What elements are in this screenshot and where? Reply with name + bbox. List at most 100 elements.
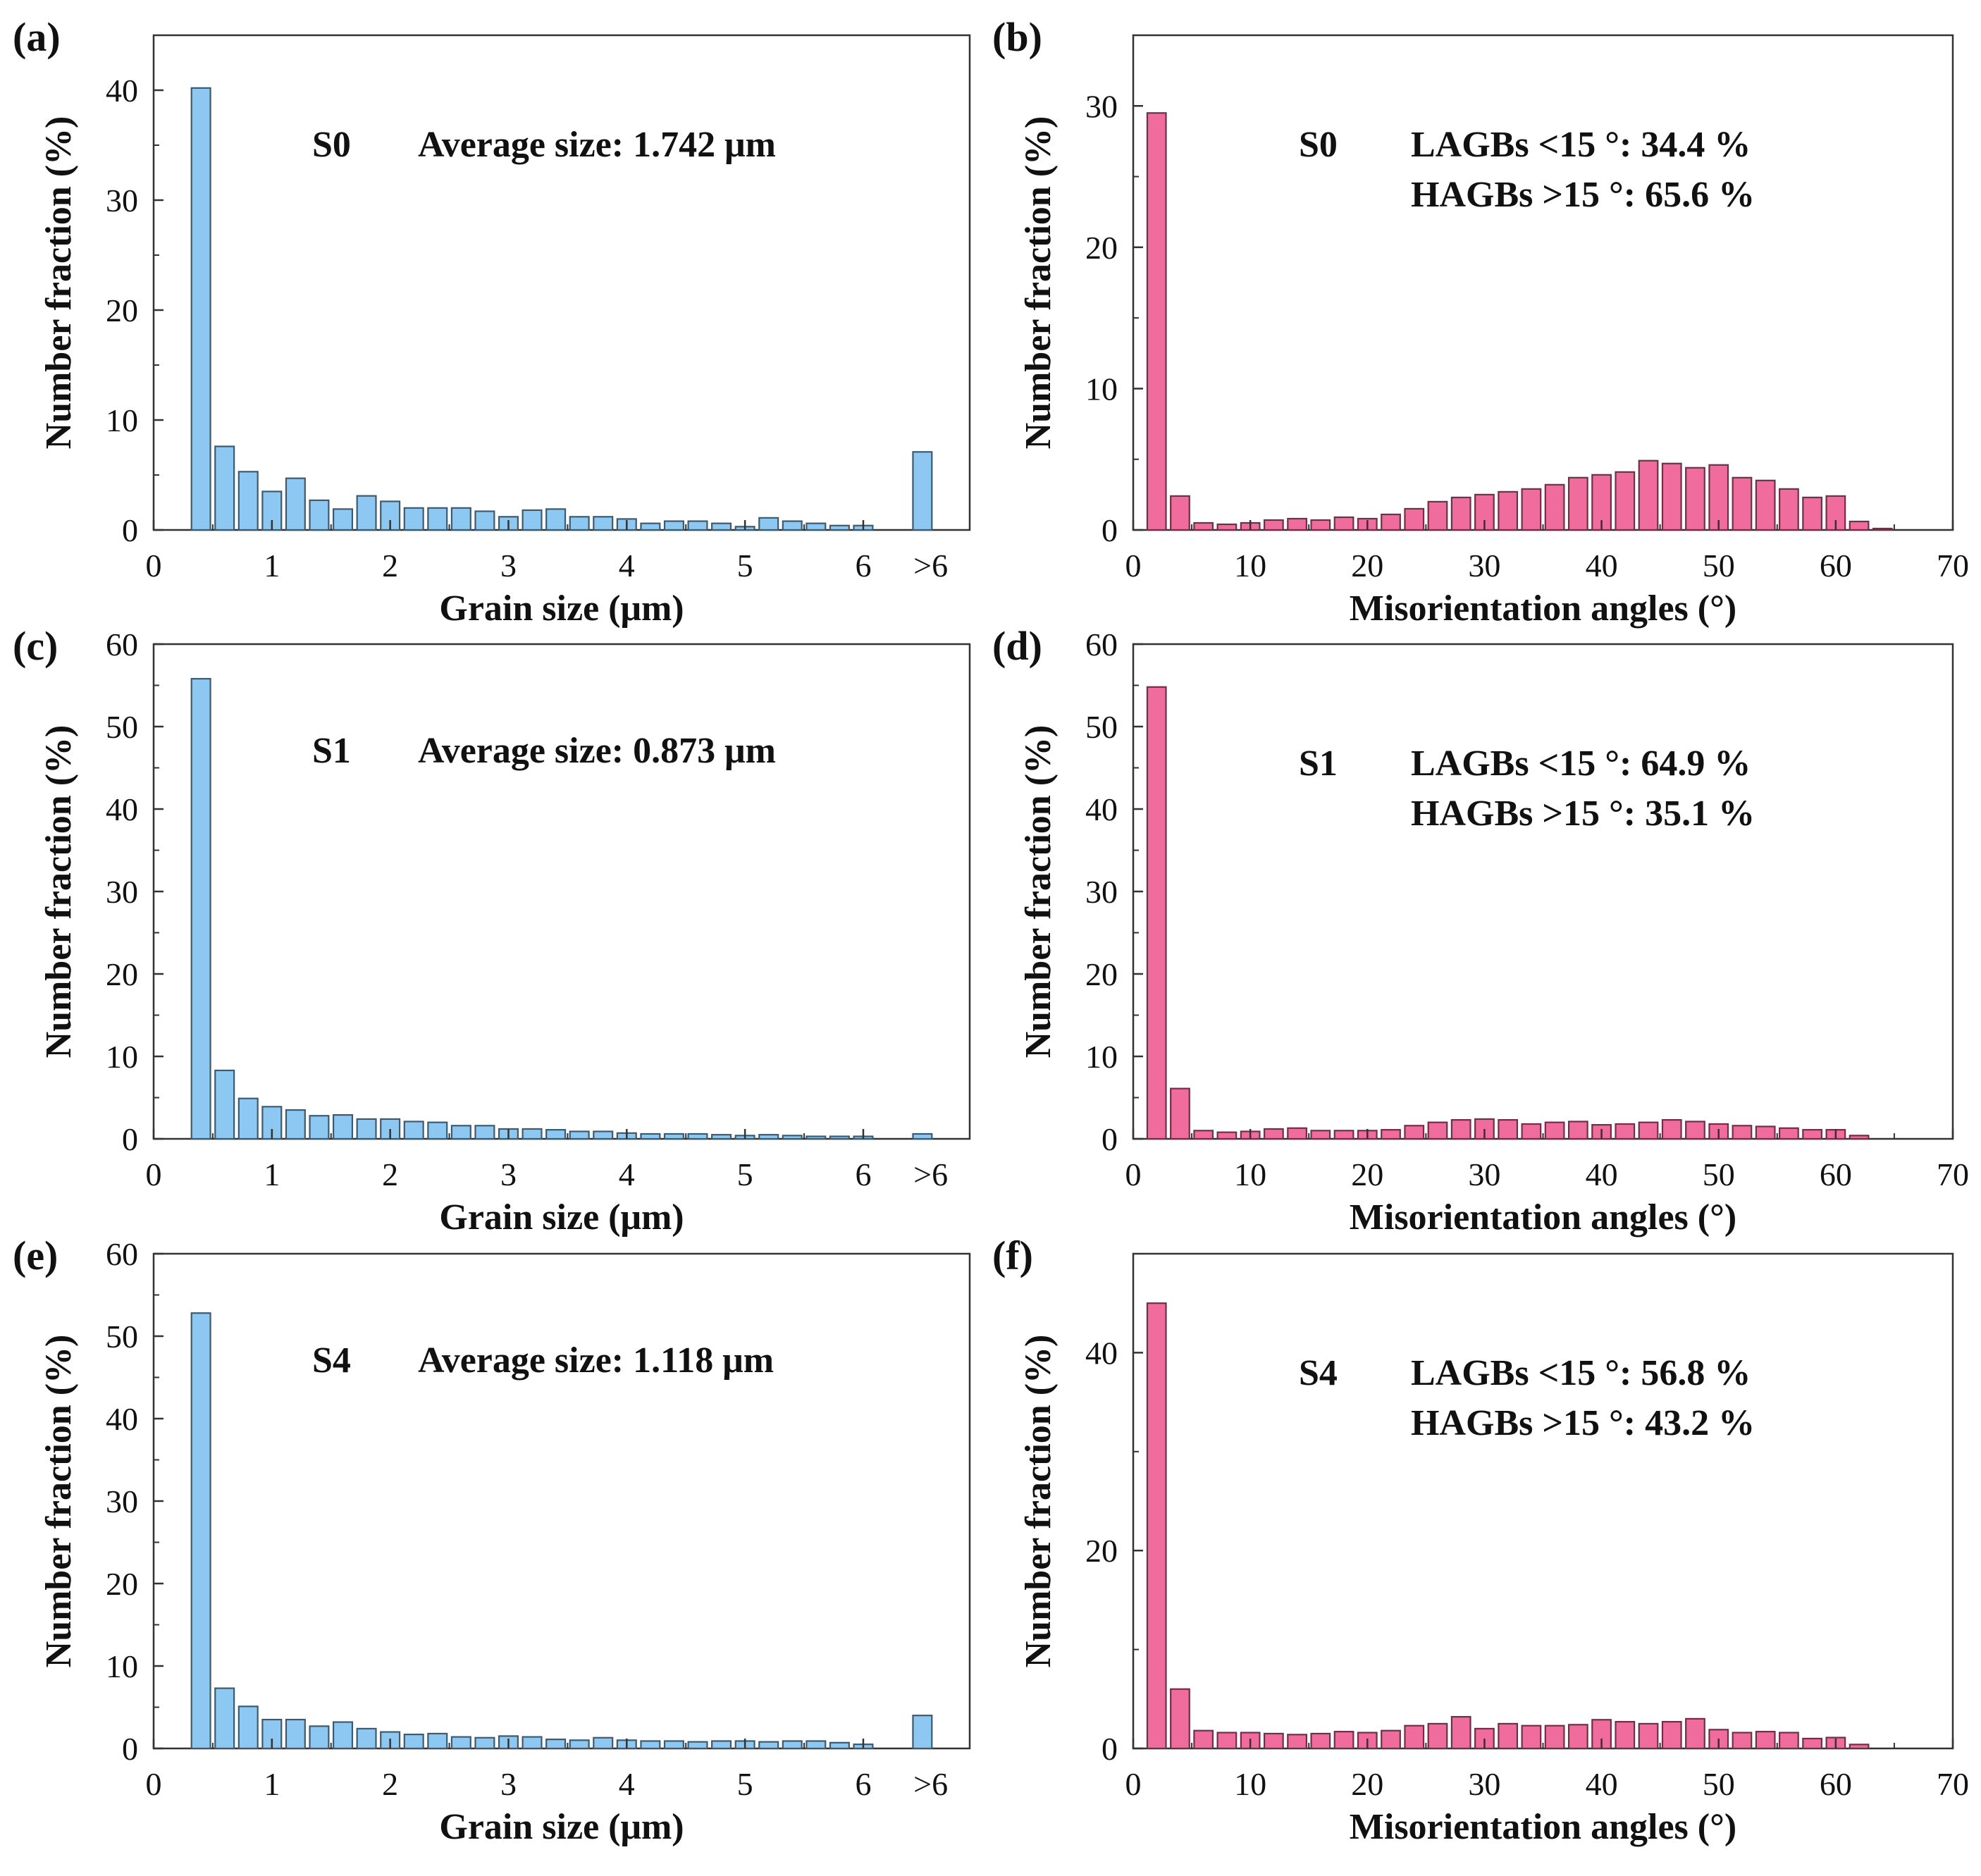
bar <box>1450 496 1471 531</box>
bar <box>1802 1737 1823 1750</box>
chart-panel-b: 0 10 20 30 0 10 20 30 40 50 60 70 Misorientation ang… <box>992 14 1969 629</box>
bar <box>1498 490 1519 531</box>
x-tick-label: 40 <box>1586 548 1618 584</box>
y-axis-title: Number fraction (%) <box>1018 116 1059 450</box>
x-tick-label: 40 <box>1586 1766 1618 1802</box>
bar <box>237 1097 259 1140</box>
bar <box>237 1705 259 1750</box>
bar <box>711 522 732 531</box>
x-tick-label: 0 <box>146 1156 162 1192</box>
x-tick-label: >6 <box>913 1156 948 1192</box>
bar <box>1381 1129 1401 1140</box>
bar <box>1263 519 1284 531</box>
plot-frame <box>152 34 971 531</box>
bar <box>1310 1130 1331 1140</box>
annotation: LAGBs <15 °: 34.4 % <box>1411 125 1751 165</box>
x-tick-label: 6 <box>855 1766 871 1802</box>
x-tick-label: >6 <box>913 548 948 584</box>
x-axis-title: Misorientation angles (°) <box>1350 1197 1736 1238</box>
bar <box>1544 483 1565 531</box>
bar <box>1755 1731 1776 1750</box>
bar <box>1638 1722 1659 1750</box>
bar-series <box>190 87 933 531</box>
x-tick-label: 10 <box>1234 548 1266 584</box>
y-tick-label: 60 <box>106 1236 138 1272</box>
bar <box>1146 686 1167 1140</box>
bar <box>237 471 259 531</box>
x-tick-label: 0 <box>1125 1156 1142 1192</box>
bar <box>450 1736 471 1750</box>
bar <box>427 1121 448 1140</box>
x-tick-label: 6 <box>855 548 871 584</box>
y-tick-label: 0 <box>122 1731 138 1767</box>
bar <box>427 1732 448 1750</box>
bar-series <box>1146 112 1893 531</box>
x-axis-title: Misorientation angles (°) <box>1350 588 1736 629</box>
chart-panel-c: 0 10 20 30 40 50 60 0 1 2 3 4 5 6 >6 Grain size (μm) Num… <box>13 623 971 1238</box>
bar <box>1638 1121 1659 1140</box>
bar <box>522 509 543 531</box>
bar <box>1310 519 1331 531</box>
plot-frame <box>152 643 971 1140</box>
bar <box>912 1715 933 1750</box>
bar <box>474 1736 495 1750</box>
bar <box>403 507 424 531</box>
bar <box>1872 527 1893 531</box>
y-tick-label: 0 <box>1101 1731 1118 1767</box>
bar <box>1146 112 1167 531</box>
bar <box>1732 476 1753 531</box>
bar <box>1498 1118 1519 1140</box>
bar <box>806 1135 827 1140</box>
bar <box>545 1129 567 1140</box>
bar <box>711 1740 732 1750</box>
bar <box>403 1734 424 1750</box>
x-tick-label: 60 <box>1820 1156 1852 1192</box>
x-tick-label: >6 <box>913 1766 948 1802</box>
bar <box>687 520 708 531</box>
annotation: HAGBs >15 °: 65.6 % <box>1411 175 1755 215</box>
bar <box>1287 517 1307 531</box>
y-tick-label: 20 <box>106 956 138 992</box>
y-axis-title: Number fraction (%) <box>1018 1335 1059 1668</box>
bar <box>1732 1125 1753 1140</box>
bar <box>593 516 614 531</box>
bar <box>1404 1724 1425 1750</box>
x-tick-label: 0 <box>146 1766 162 1802</box>
bar <box>522 1736 543 1750</box>
bar <box>1802 496 1823 531</box>
y-tick-label: 0 <box>1101 512 1118 548</box>
y-tick-label: 0 <box>1101 1121 1118 1157</box>
plot-frame <box>1132 643 1954 1140</box>
x-tick-label: 70 <box>1937 1766 1969 1802</box>
bar <box>569 1130 590 1140</box>
bar <box>1333 516 1354 531</box>
y-tick-label: 20 <box>106 1566 138 1602</box>
annotation: S1 <box>1299 743 1338 784</box>
bar <box>1708 464 1729 531</box>
x-tick-label: 6 <box>855 1156 871 1192</box>
bar <box>1170 1087 1190 1140</box>
x-tick-label: 30 <box>1468 1156 1500 1192</box>
y-tick-label: 30 <box>106 183 138 218</box>
plot-frame <box>1132 34 1954 531</box>
bar <box>1779 1127 1799 1140</box>
y-tick-label: 40 <box>1085 1335 1118 1371</box>
bar <box>450 1125 471 1140</box>
x-tick-label: 2 <box>382 548 398 584</box>
bar <box>309 1115 330 1140</box>
x-tick-label: 2 <box>382 1766 398 1802</box>
bar <box>1170 495 1190 531</box>
bar <box>758 1741 779 1750</box>
y-tick-label: 30 <box>1085 874 1118 910</box>
bar <box>1661 1720 1682 1750</box>
y-axis-title: Number fraction (%) <box>39 1335 79 1668</box>
bar <box>1404 507 1425 531</box>
bar <box>1310 1732 1331 1750</box>
x-tick-label: 3 <box>500 548 517 584</box>
x-tick-label: 10 <box>1234 1156 1266 1192</box>
bar <box>782 1135 803 1140</box>
x-tick-label: 20 <box>1351 1156 1383 1192</box>
y-tick-label: 0 <box>122 1121 138 1157</box>
plot-frame <box>152 1252 971 1750</box>
bar <box>758 1134 779 1140</box>
